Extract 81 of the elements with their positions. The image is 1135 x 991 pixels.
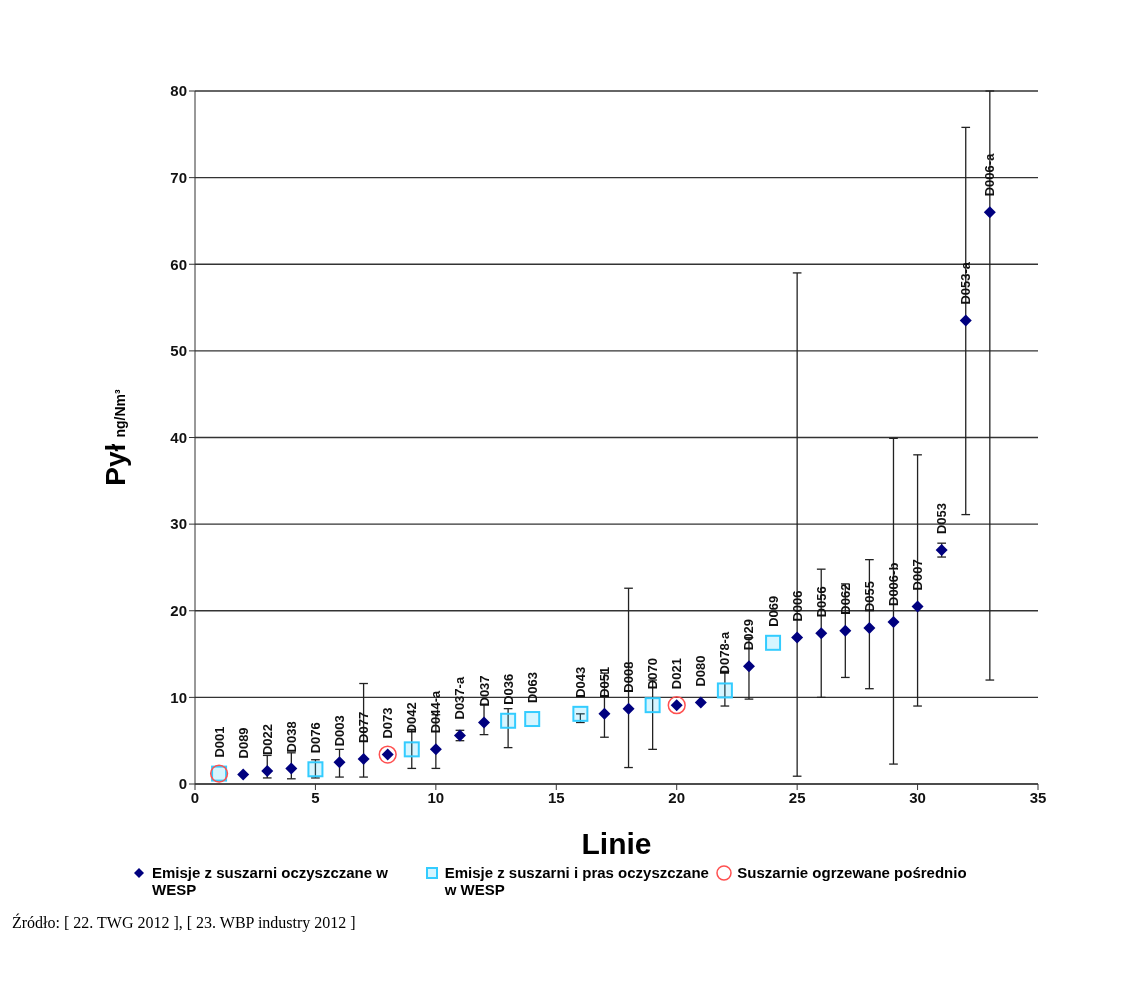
point (285, 762, 298, 775)
annotation: D070 (645, 658, 661, 690)
legend-label: Suszarnie ogrzewane pośrednio (737, 864, 967, 881)
annotation: D089 (235, 727, 251, 759)
y-tick-label: 80 (170, 82, 187, 100)
annotation: D037 (476, 675, 492, 707)
annotation: D001 (211, 726, 227, 758)
annotation: D077 (356, 711, 372, 743)
annotation: D053 (934, 503, 950, 535)
point (716, 682, 733, 699)
y-tick-label: 30 (170, 515, 187, 533)
legend-label: Emisje z suszarni oczyszczane w WESP (152, 864, 389, 898)
point (478, 716, 491, 729)
annotation: D051 (596, 666, 612, 698)
annotation: D080 (693, 655, 709, 687)
point (598, 707, 611, 720)
y-tick-label: 0 (178, 775, 187, 793)
point (357, 752, 370, 765)
annotation: D006 (789, 590, 805, 622)
point (983, 206, 996, 219)
point (815, 627, 828, 640)
point (524, 711, 541, 728)
x-tick-label: 15 (547, 788, 565, 806)
point (500, 712, 517, 729)
annotation: D022 (259, 723, 275, 756)
annotation: D006-b (885, 562, 901, 607)
point (333, 756, 346, 769)
y-tick-label: 70 (170, 168, 187, 186)
x-tick-label: 5 (311, 788, 320, 806)
annotation: D073 (380, 707, 396, 739)
annotation: D043 (572, 666, 588, 698)
annotation: D044-a (428, 689, 444, 734)
x-tick-label: 35 (1029, 788, 1047, 806)
point (644, 697, 661, 714)
annotation: D076 (307, 722, 323, 754)
point (622, 702, 635, 715)
annotation: D021 (669, 658, 685, 690)
annotation: D053-a (958, 261, 974, 305)
annotation: D056 (813, 586, 829, 618)
annotation: D037-a (452, 676, 468, 720)
point (911, 600, 924, 613)
point (863, 622, 876, 635)
x-tick-label: 10 (427, 788, 445, 806)
annotation: D036 (500, 673, 516, 705)
x-axis-title: Linie (581, 827, 652, 860)
point (887, 616, 900, 629)
point (765, 634, 782, 651)
point (429, 743, 442, 756)
point (237, 768, 250, 781)
annotation: D063 (524, 671, 540, 704)
y-tick-label: 40 (170, 428, 187, 446)
point (791, 631, 804, 644)
annotation: D008 (621, 661, 637, 693)
x-tick-label: 20 (668, 788, 686, 806)
y-tick-label: 10 (170, 688, 187, 706)
x-tick-label: 30 (909, 788, 926, 806)
y-tick-label: 20 (170, 602, 187, 620)
point (572, 705, 589, 722)
point (694, 696, 707, 709)
point (261, 765, 274, 778)
x-tick-label: 0 (190, 788, 200, 806)
x-tick-label: 25 (788, 788, 806, 806)
point (839, 624, 852, 637)
annotation: D078-a (717, 631, 733, 675)
text: Źródło: [ 22. TWG 2012 ], [ 23. WBP industry 2012 ] (12, 914, 357, 932)
point (742, 660, 755, 673)
annotation: D029 (741, 619, 757, 651)
y-tick-label: 50 (170, 342, 187, 360)
annotation: D007 (910, 559, 926, 591)
annotation: D042 (404, 702, 420, 734)
annotation: D038 (283, 721, 299, 753)
y-axis-title: Pył ng/Nm³ (100, 389, 131, 486)
point (959, 314, 972, 327)
legend-label: Emisje z suszarni i pras oczyszczane w WESP (444, 864, 710, 898)
y-tick-label: 60 (170, 255, 187, 273)
annotation: D062 (837, 583, 853, 615)
annotation: D003 (332, 715, 348, 747)
annotation: D055 (861, 581, 877, 613)
annotation: D069 (765, 595, 781, 627)
annotation: D006-a (982, 152, 998, 197)
point (403, 741, 420, 758)
